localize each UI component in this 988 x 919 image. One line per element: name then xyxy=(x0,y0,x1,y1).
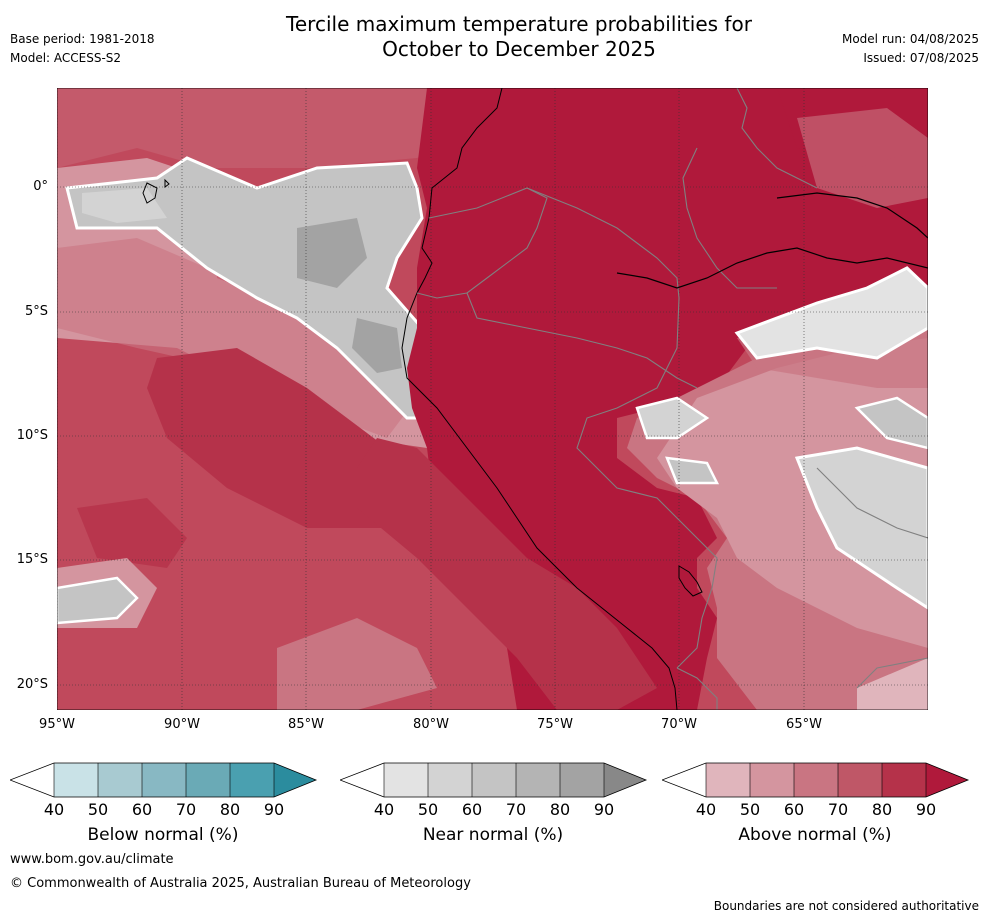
model-run-text: Model run: 04/08/2025 xyxy=(841,32,979,46)
colorbar-swatch xyxy=(98,763,142,797)
map-fill-zone xyxy=(657,338,928,648)
lon-label: 65°W xyxy=(786,717,822,732)
map-fill-zone xyxy=(857,658,928,710)
map-fill-zone xyxy=(277,618,437,710)
colorbar-tick: 90 xyxy=(915,800,937,819)
colorbar-swatch xyxy=(926,763,968,797)
disclaimer-text: Boundaries are not considered authoritat… xyxy=(713,899,979,913)
colorbar-swatch xyxy=(604,763,646,797)
colorbar-tick: 50 xyxy=(739,800,761,819)
colorbar-swatch xyxy=(882,763,926,797)
colorbar-swatch xyxy=(472,763,516,797)
lake-titicaca xyxy=(678,565,703,597)
map-title-line2: October to December 2025 xyxy=(382,37,656,61)
galapagos-islands xyxy=(142,182,158,204)
map-fill-zone xyxy=(407,88,928,710)
map-fill-zone xyxy=(797,108,928,208)
near-normal-region xyxy=(665,456,720,485)
colorbar-swatch xyxy=(706,763,750,797)
galapagos-islands xyxy=(164,178,170,188)
colorbar-tick: 70 xyxy=(505,800,527,819)
lat-label: 0° xyxy=(33,179,48,194)
above-normal-colorbar xyxy=(662,762,970,798)
near-normal-legend-title: Near normal (%) xyxy=(422,825,564,845)
below-normal-legend-title: Below normal (%) xyxy=(87,825,239,845)
map-title-line1: Tercile maximum temperature probabilitie… xyxy=(286,12,752,36)
coastline xyxy=(401,88,678,710)
lon-label: 70°W xyxy=(661,717,697,732)
map-fill-zone xyxy=(77,498,187,568)
colorbar-swatch xyxy=(560,763,604,797)
model-text: Model: ACCESS-S2 xyxy=(10,51,122,65)
base-period-text: Base period: 1981-2018 xyxy=(10,32,155,46)
near-normal-region xyxy=(734,266,928,360)
colorbar-swatch xyxy=(794,763,838,797)
lat-label: 5°S xyxy=(24,304,48,319)
colorbar-tick: 80 xyxy=(219,800,241,819)
colorbar-tick: 40 xyxy=(695,800,717,819)
near-normal-region xyxy=(82,188,167,223)
colorbar-tick: 40 xyxy=(373,800,395,819)
colorbar-swatch xyxy=(142,763,186,797)
colorbar-swatch xyxy=(340,763,384,797)
lon-label: 85°W xyxy=(288,717,324,732)
lon-label: 90°W xyxy=(164,717,200,732)
amazon-river xyxy=(616,247,928,289)
lat-label: 20°S xyxy=(16,677,48,692)
above-normal-legend-title: Above normal (%) xyxy=(738,825,892,845)
near-normal-region xyxy=(297,218,367,288)
colorbar-tick: 50 xyxy=(87,800,109,819)
colorbar-tick: 90 xyxy=(593,800,615,819)
map-title: Tercile maximum temperature probabilitie… xyxy=(194,12,844,62)
colorbar-tick: 70 xyxy=(175,800,197,819)
map-fill-zone xyxy=(57,238,417,438)
colorbar-swatch xyxy=(662,763,706,797)
colorbar-tick: 60 xyxy=(131,800,153,819)
near-normal-region xyxy=(854,396,928,450)
colorbar-swatch xyxy=(516,763,560,797)
colorbar-tick: 80 xyxy=(871,800,893,819)
lon-label: 95°W xyxy=(39,717,75,732)
map-fill-zone xyxy=(147,348,417,528)
map-fill-zone xyxy=(57,88,487,168)
colorbar-tick: 50 xyxy=(417,800,439,819)
colorbar-swatch xyxy=(750,763,794,797)
colorbar-swatch xyxy=(384,763,428,797)
amazon-river xyxy=(776,192,928,239)
colorbar-swatch xyxy=(54,763,98,797)
copyright-text: © Commonwealth of Australia 2025, Austra… xyxy=(10,876,471,891)
issued-text: Issued: 07/08/2025 xyxy=(863,51,979,65)
colorbar-swatch xyxy=(186,763,230,797)
lat-label: 10°S xyxy=(16,428,48,443)
country-borders xyxy=(416,88,928,710)
colorbar-tick: 40 xyxy=(43,800,65,819)
lat-label: 15°S xyxy=(16,552,48,567)
colorbar-swatch xyxy=(230,763,274,797)
colorbar-swatch xyxy=(838,763,882,797)
colorbar-tick: 60 xyxy=(783,800,805,819)
near-normal-region xyxy=(635,396,710,440)
colorbar-tick: 70 xyxy=(827,800,849,819)
below-normal-colorbar xyxy=(10,762,318,798)
probability-map xyxy=(57,88,928,710)
lon-label: 80°W xyxy=(413,717,449,732)
map-fill-zone xyxy=(357,438,657,710)
colorbar-tick: 80 xyxy=(549,800,571,819)
colorbar-swatch xyxy=(274,763,316,797)
map-graticule xyxy=(57,88,928,710)
colorbar-swatch xyxy=(428,763,472,797)
colorbar-swatch xyxy=(10,763,54,797)
near-normal-region xyxy=(352,318,402,373)
near-normal-colorbar xyxy=(340,762,648,798)
lon-label: 75°W xyxy=(537,717,573,732)
near-normal-region xyxy=(57,576,139,625)
near-normal-region xyxy=(794,446,928,610)
colorbar-tick: 90 xyxy=(263,800,285,819)
website-link[interactable]: www.bom.gov.au/climate xyxy=(10,852,174,867)
colorbar-tick: 60 xyxy=(461,800,483,819)
